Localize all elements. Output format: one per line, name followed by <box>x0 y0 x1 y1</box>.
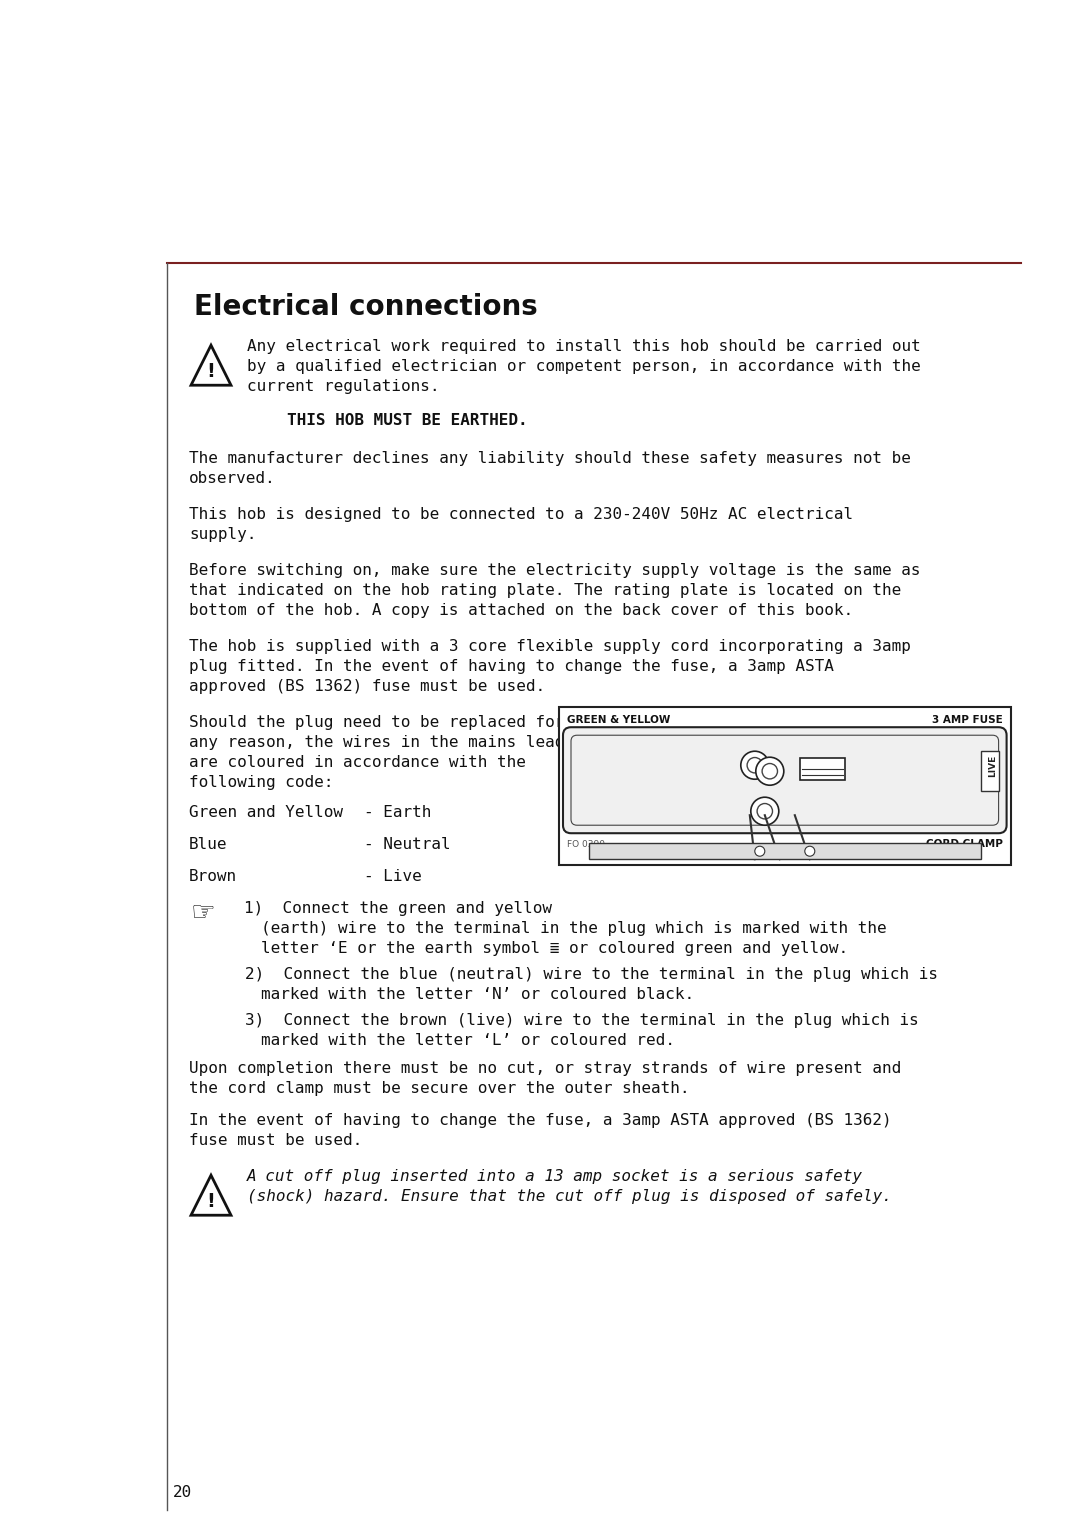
Text: letter ‘E or the earth symbol ≣ or coloured green and yellow.: letter ‘E or the earth symbol ≣ or colou… <box>261 941 848 957</box>
Circle shape <box>741 752 769 779</box>
Text: BLUE: BLUE <box>567 824 597 833</box>
Text: In the event of having to change the fuse, a 3amp ASTA approved (BS 1362): In the event of having to change the fus… <box>189 1114 892 1128</box>
Text: the cord clamp must be secure over the outer sheath.: the cord clamp must be secure over the o… <box>189 1082 689 1096</box>
Text: (earth) wire to the terminal in the plug which is marked with the: (earth) wire to the terminal in the plug… <box>261 921 887 937</box>
Text: (shock) hazard. Ensure that the cut off plug is disposed of safely.: (shock) hazard. Ensure that the cut off … <box>247 1189 892 1204</box>
Text: 2)  Connect the blue (neutral) wire to the terminal in the plug which is: 2) Connect the blue (neutral) wire to th… <box>245 967 939 983</box>
Text: approved (BS 1362) fuse must be used.: approved (BS 1362) fuse must be used. <box>189 680 545 694</box>
Text: that indicated on the hob rating plate. The rating plate is located on the: that indicated on the hob rating plate. … <box>189 584 901 599</box>
Text: Blue: Blue <box>189 837 228 853</box>
Text: marked with the letter ‘L’ or coloured red.: marked with the letter ‘L’ or coloured r… <box>261 1033 675 1048</box>
Bar <box>981 752 999 792</box>
Text: !: ! <box>206 1192 215 1210</box>
Circle shape <box>755 847 765 856</box>
Bar <box>589 843 981 859</box>
Bar <box>800 758 845 781</box>
Text: - Neutral: - Neutral <box>364 837 450 853</box>
Circle shape <box>756 758 784 785</box>
Text: are coloured in accordance with the: are coloured in accordance with the <box>189 755 526 770</box>
Text: Should the plug need to be replaced for: Should the plug need to be replaced for <box>189 715 565 730</box>
Circle shape <box>805 847 814 856</box>
Text: ☞: ☞ <box>191 898 216 927</box>
Text: Electrical connections: Electrical connections <box>194 293 538 321</box>
Text: A cut off plug inserted into a 13 amp socket is a serious safety: A cut off plug inserted into a 13 amp so… <box>247 1169 863 1184</box>
Text: This hob is designed to be connected to a 230-240V 50Hz AC electrical: This hob is designed to be connected to … <box>189 507 853 523</box>
Text: fuse must be used.: fuse must be used. <box>189 1134 362 1148</box>
Text: BROWN: BROWN <box>958 824 1002 833</box>
Text: Brown: Brown <box>189 869 238 885</box>
Text: LIVE: LIVE <box>988 755 997 778</box>
Text: by a qualified electrician or competent person, in accordance with the: by a qualified electrician or competent … <box>247 359 921 374</box>
Text: 3 AMP FUSE: 3 AMP FUSE <box>932 715 1002 726</box>
Text: 1)  Connect the green and yellow: 1) Connect the green and yellow <box>244 902 552 917</box>
Text: - Earth: - Earth <box>364 805 431 821</box>
Text: FO 0390: FO 0390 <box>567 840 605 850</box>
Text: supply.: supply. <box>189 527 256 542</box>
Bar <box>559 707 1011 865</box>
Polygon shape <box>191 345 231 385</box>
Text: observed.: observed. <box>189 471 275 486</box>
Text: The manufacturer declines any liability should these safety measures not be: The manufacturer declines any liability … <box>189 451 910 466</box>
Text: Green and Yellow: Green and Yellow <box>189 805 343 821</box>
Text: GREEN & YELLOW: GREEN & YELLOW <box>567 715 671 726</box>
Text: any reason, the wires in the mains lead: any reason, the wires in the mains lead <box>189 735 565 750</box>
Text: CORD CLAMP: CORD CLAMP <box>926 839 1002 850</box>
Text: Upon completion there must be no cut, or stray strands of wire present and: Upon completion there must be no cut, or… <box>189 1062 901 1076</box>
Text: Any electrical work required to install this hob should be carried out: Any electrical work required to install … <box>247 339 921 354</box>
Text: bottom of the hob. A copy is attached on the back cover of this book.: bottom of the hob. A copy is attached on… <box>189 604 853 619</box>
Text: The hob is supplied with a 3 core flexible supply cord incorporating a 3amp: The hob is supplied with a 3 core flexib… <box>189 639 910 654</box>
Circle shape <box>751 798 779 825</box>
FancyBboxPatch shape <box>563 727 1007 833</box>
Text: !: ! <box>206 362 215 380</box>
Text: THIS HOB MUST BE EARTHED.: THIS HOB MUST BE EARTHED. <box>287 413 528 428</box>
Text: - Live: - Live <box>364 869 422 885</box>
Text: current regulations.: current regulations. <box>247 379 440 394</box>
Text: following code:: following code: <box>189 775 334 790</box>
Text: plug fitted. In the event of having to change the fuse, a 3amp ASTA: plug fitted. In the event of having to c… <box>189 659 834 674</box>
Text: Before switching on, make sure the electricity supply voltage is the same as: Before switching on, make sure the elect… <box>189 564 920 578</box>
Text: marked with the letter ‘N’ or coloured black.: marked with the letter ‘N’ or coloured b… <box>261 987 694 1002</box>
Text: 3)  Connect the brown (live) wire to the terminal in the plug which is: 3) Connect the brown (live) wire to the … <box>245 1013 919 1028</box>
Polygon shape <box>191 1175 231 1215</box>
Text: 20: 20 <box>173 1485 191 1500</box>
